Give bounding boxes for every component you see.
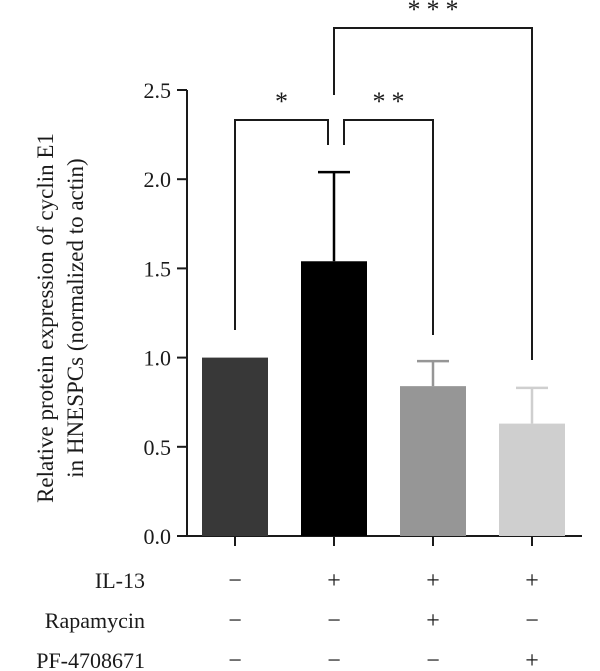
y-axis: 0.0 0.5 1.0 1.5 2.0 2.5	[144, 78, 188, 549]
y-tick-label: 0.0	[144, 524, 172, 549]
y-tick-label: 2.0	[144, 167, 172, 192]
treatment-sign: −	[327, 648, 341, 671]
bar	[301, 261, 367, 536]
significance-label: **	[373, 87, 411, 116]
treatment-label: IL-13	[95, 568, 145, 593]
treatment-sign: +	[525, 568, 539, 594]
treatment-sign: −	[228, 568, 242, 594]
bar	[202, 357, 268, 536]
significance-label: ***	[408, 0, 465, 24]
significance-bracket	[343, 119, 434, 335]
y-axis-title-line: in HNESPCs (normalized to actin)	[63, 158, 88, 477]
y-axis-title-line: Relative protein expression of cyclin E1	[33, 133, 58, 503]
bars	[202, 261, 565, 536]
significance-bracket	[333, 27, 533, 360]
y-tick-label: 1.5	[144, 256, 172, 281]
y-tick-label: 0.5	[144, 435, 172, 460]
x-axis	[187, 535, 582, 546]
treatment-sign: +	[426, 568, 440, 594]
y-tick-label: 1.0	[144, 346, 172, 371]
treatment-sign: −	[525, 608, 539, 634]
treatment-sign: −	[426, 648, 440, 671]
treatment-sign: +	[327, 568, 341, 594]
treatment-table: IL-13 − + + + Rapamycin − − + − PF-4708671 − − − +	[36, 568, 539, 671]
bar	[400, 386, 466, 536]
y-axis-label: Relative protein expression of cyclin E1…	[33, 133, 88, 503]
significance-label: *	[275, 87, 294, 116]
treatment-label: Rapamycin	[45, 608, 145, 633]
treatment-sign: −	[327, 608, 341, 634]
treatment-sign: +	[426, 608, 440, 634]
y-tick-label: 2.5	[144, 78, 172, 103]
significance-brackets: * *****	[234, 0, 533, 360]
treatment-sign: +	[525, 648, 539, 671]
treatment-sign: −	[228, 648, 242, 671]
y-axis-title: Relative protein expression of cyclin E1…	[33, 133, 88, 503]
treatment-sign: −	[228, 608, 242, 634]
bar	[499, 423, 565, 536]
significance-bracket	[234, 119, 329, 330]
error-bars	[318, 170, 548, 424]
treatment-label: PF-4708671	[36, 648, 145, 671]
